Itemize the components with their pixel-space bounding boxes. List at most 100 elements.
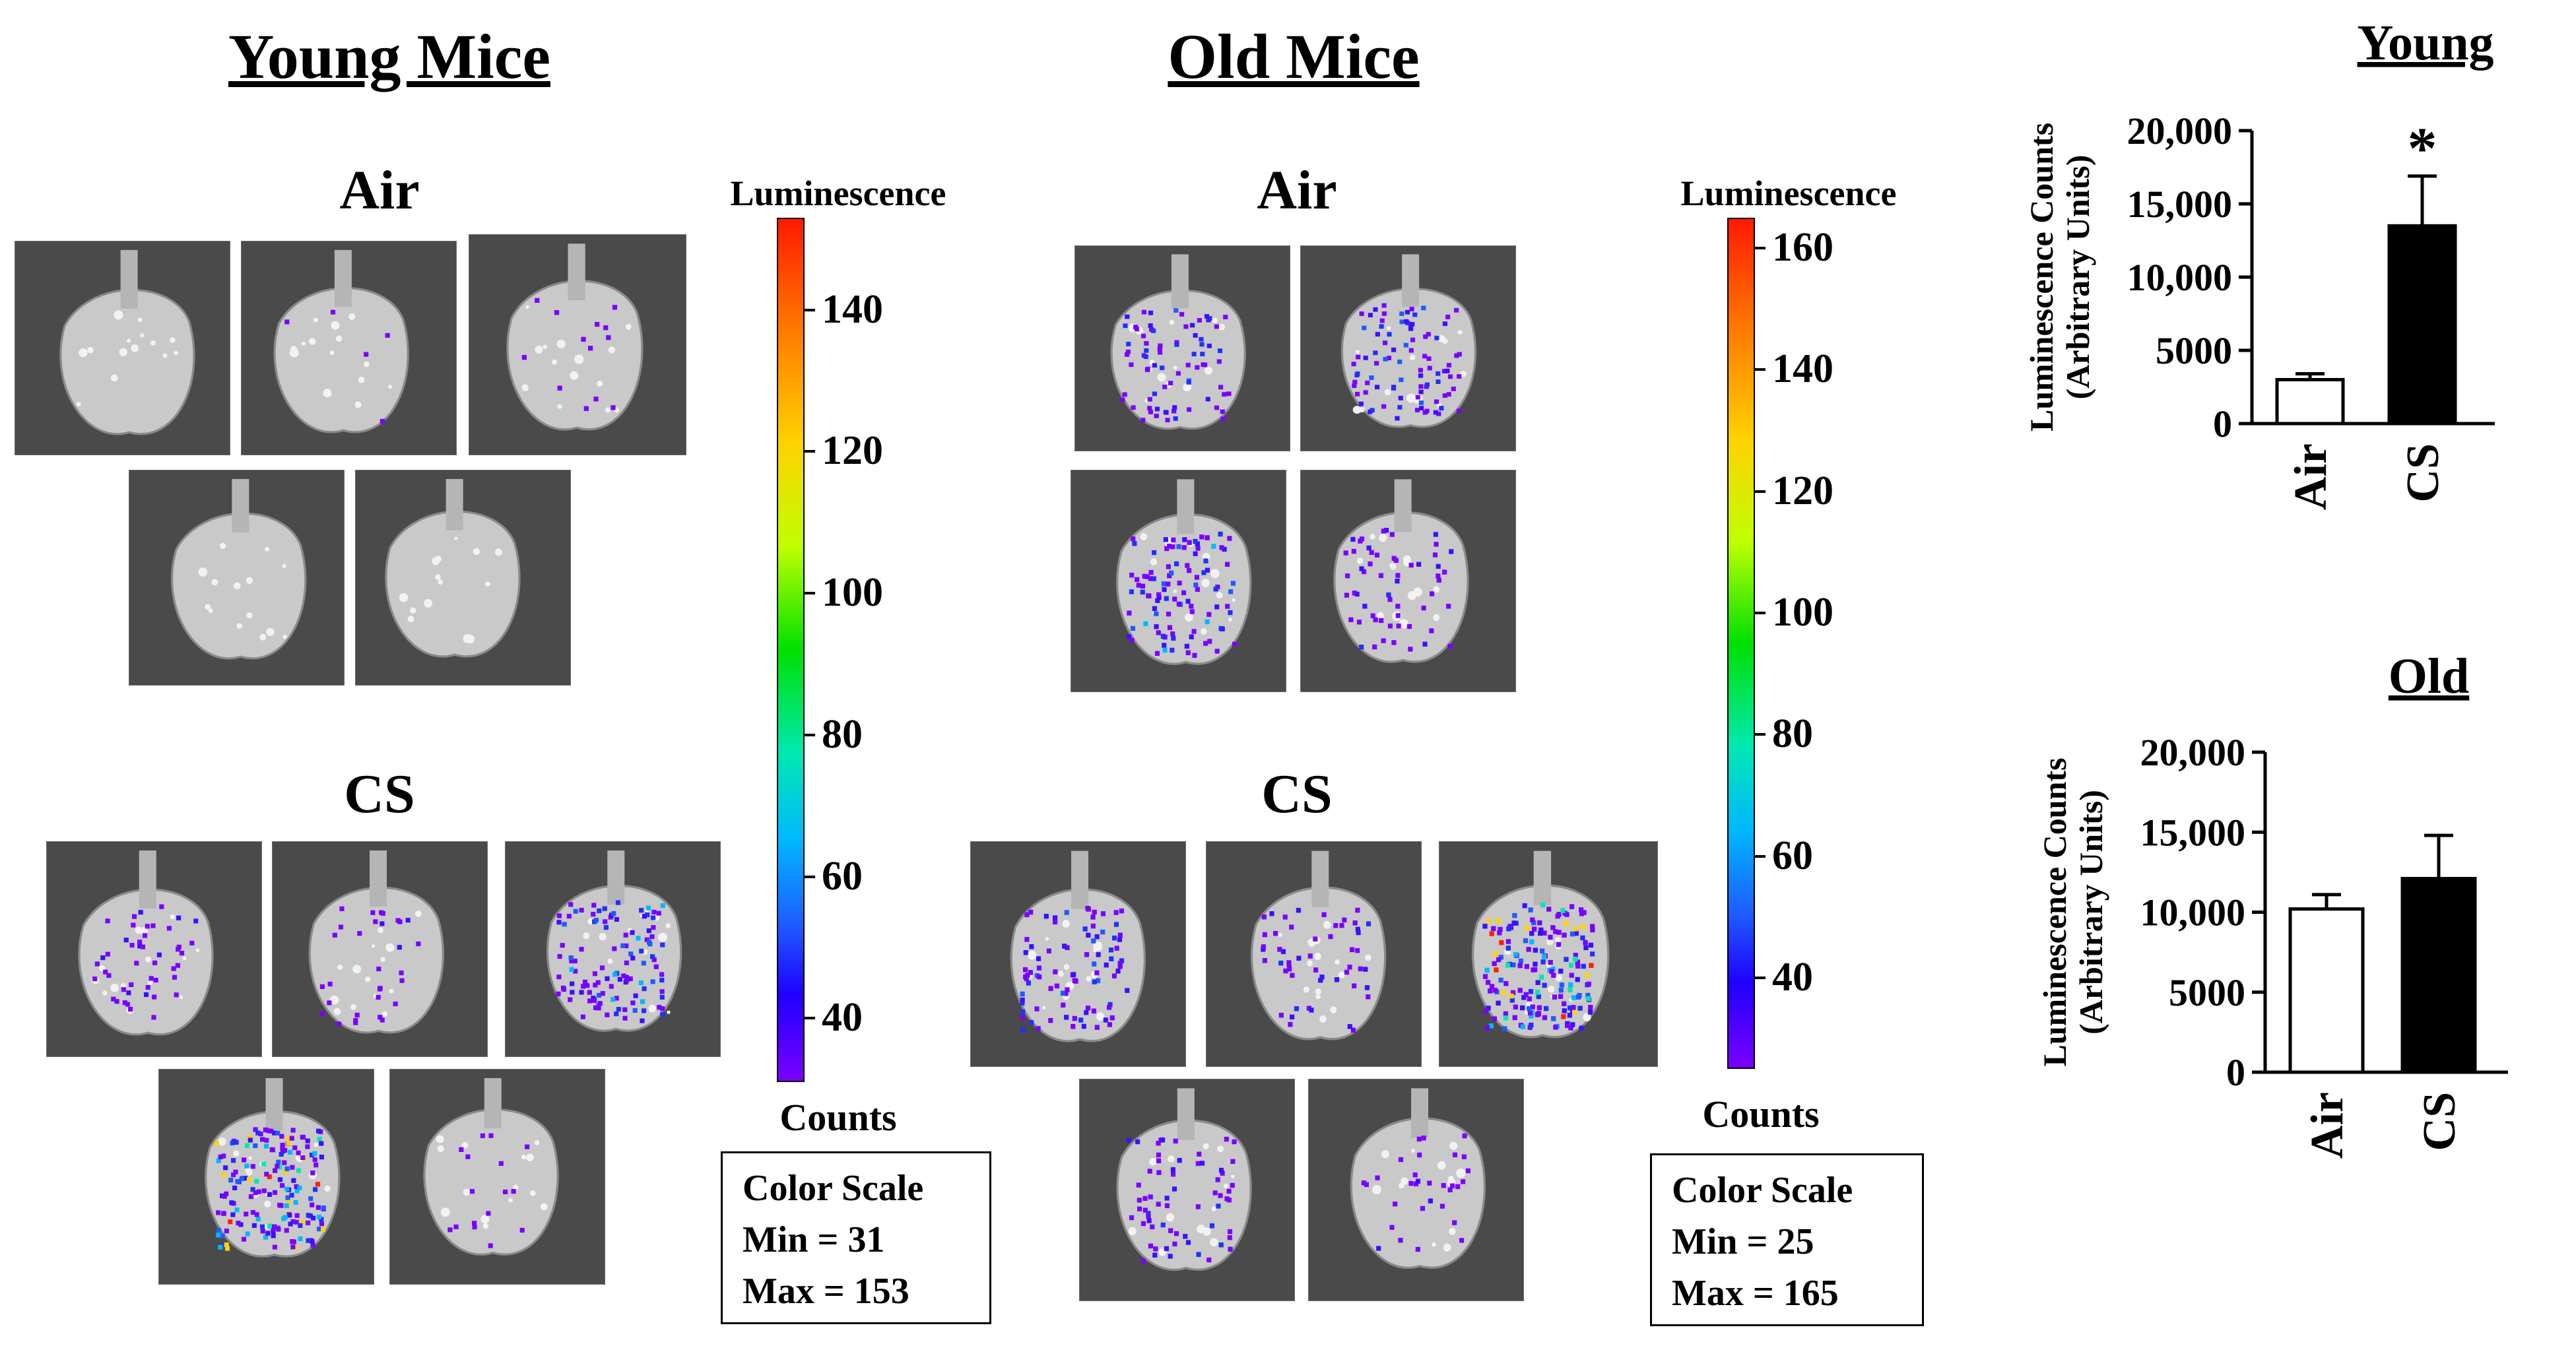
old-scale-unit: Counts	[1702, 1093, 1820, 1136]
scale-tick-mark	[1755, 611, 1766, 614]
scale-tick-mark	[1755, 490, 1766, 493]
lung-tissue-graphic	[205, 1078, 341, 1258]
significance-marker: *	[2408, 116, 2437, 181]
lung-tissue-graphic	[1010, 850, 1146, 1042]
scale-tick-mark	[805, 1017, 815, 1020]
chart-title: Old	[2389, 653, 2470, 704]
lung-image	[15, 241, 230, 455]
lung-image	[1300, 470, 1516, 692]
lung-tissue-graphic	[1471, 850, 1610, 1039]
scale-tick-label: 100	[1772, 589, 1833, 635]
scale-tick-mark	[805, 875, 815, 878]
y-tick-label: 5000	[2169, 971, 2245, 1014]
old-color-bar	[1727, 218, 1755, 1069]
lung-image	[272, 841, 488, 1057]
lung-tissue-graphic	[59, 249, 195, 435]
lung-image	[1074, 245, 1290, 451]
lung-image	[970, 841, 1186, 1067]
lung-image	[469, 234, 686, 455]
lung-image	[129, 470, 345, 686]
y-tick-label: 10,000	[2140, 891, 2246, 934]
scale-tick-label: 100	[822, 570, 883, 616]
y-tick-label: 5000	[2156, 329, 2232, 372]
lung-tissue-graphic	[1116, 1088, 1252, 1271]
lung-image	[389, 1069, 605, 1285]
scale-tick-label: 80	[822, 711, 863, 757]
scale-tick-mark	[805, 450, 815, 453]
scale-tick-mark	[1755, 733, 1766, 736]
lung-image	[1206, 841, 1422, 1067]
lung-tissue-graphic	[1110, 254, 1246, 430]
y-tick-label: 20,000	[2140, 731, 2246, 774]
scale-tick-label: 60	[1772, 833, 1813, 878]
scale-tick-mark	[1755, 854, 1766, 858]
bar-air	[2288, 907, 2365, 1074]
scale-tick-label: 160	[1772, 225, 1833, 271]
scale-tick-label: 120	[822, 428, 883, 474]
scale-tick-label: 120	[1772, 468, 1833, 513]
old-scale-title: Luminescence	[1680, 174, 1897, 213]
young-air-label: Air	[339, 160, 420, 221]
young-mice-title: Young Mice	[228, 21, 550, 92]
lung-tissue-graphic	[1350, 1088, 1486, 1269]
young-box-title: Color Scale	[743, 1168, 924, 1209]
young-box-max: Max = 153	[743, 1271, 909, 1312]
lung-tissue-graphic	[1340, 254, 1477, 428]
lung-tissue-graphic	[423, 1078, 559, 1256]
young-color-bar	[777, 218, 805, 1082]
lung-tissue-graphic	[273, 249, 409, 433]
lung-image	[355, 470, 571, 686]
lung-image	[1300, 245, 1516, 451]
lung-image	[1439, 841, 1658, 1067]
scale-tick-label: 80	[1772, 711, 1813, 757]
bar-cs	[2400, 877, 2477, 1074]
lung-tissue-graphic	[1115, 479, 1252, 665]
scale-tick-mark	[805, 733, 815, 736]
y-tick-label: 0	[2213, 402, 2232, 445]
old-mice-title: Old Mice	[1168, 21, 1420, 92]
y-axis-label: Luminescence Counts	[2023, 123, 2060, 432]
bar-cs	[2387, 224, 2457, 426]
y-tick-label: 0	[2226, 1051, 2245, 1094]
lung-tissue-graphic	[385, 479, 521, 658]
young-scale-unit: Counts	[779, 1096, 897, 1139]
old-box-min: Min = 25	[1672, 1221, 1814, 1262]
lung-tissue-graphic	[308, 850, 444, 1034]
scale-tick-mark	[805, 592, 815, 595]
old-cs-label: CS	[1261, 763, 1333, 825]
lung-tissue-graphic	[506, 243, 644, 431]
scale-tick-label: 40	[1772, 954, 1813, 1000]
x-tick-label: CS	[2398, 443, 2449, 502]
old-box-title: Color Scale	[1672, 1170, 1853, 1211]
old-color-scale-box: Color Scale Min = 25 Max = 165	[1650, 1153, 1924, 1326]
old-bar-chart: Old 0 5000 10,000 15,000 20,000 Luminescence C…	[2036, 653, 2508, 1159]
y-tick-label: 15,000	[2140, 811, 2246, 854]
young-scale-title: Luminescence	[730, 174, 946, 213]
scale-tick-label: 60	[822, 853, 863, 899]
y-tick-label: 10,000	[2127, 256, 2233, 299]
y-tick-label: 20,000	[2127, 110, 2233, 152]
scale-tick-mark	[1755, 976, 1766, 979]
young-bar-chart: Young 0 5000 10,000 15,000 20,000 Luminescence…	[2023, 15, 2495, 510]
lung-tissue-graphic	[1250, 850, 1387, 1041]
scale-tick-label: 140	[822, 286, 883, 332]
lung-image	[1308, 1079, 1524, 1301]
lung-tissue-graphic	[1333, 479, 1469, 663]
y-axis-label-units: (Arbitrary Units)	[2072, 790, 2109, 1035]
y-axis-label: Luminescence Counts	[2036, 757, 2073, 1066]
old-air-label: Air	[1257, 160, 1337, 221]
lung-tissue-graphic	[78, 850, 214, 1036]
lung-image	[1079, 1079, 1295, 1301]
y-tick-label: 15,000	[2127, 183, 2233, 226]
scale-tick-mark	[1755, 247, 1766, 250]
lung-tissue-graphic	[170, 479, 307, 660]
y-axis-label-units: (Arbitrary Units)	[2059, 155, 2096, 400]
scale-tick-mark	[805, 308, 815, 311]
lung-image	[1071, 470, 1286, 692]
young-box-min: Min = 31	[743, 1219, 885, 1260]
chart-title: Young	[2358, 15, 2494, 71]
lung-image	[46, 841, 262, 1057]
scale-tick-label: 140	[1772, 346, 1833, 392]
scale-tick-label: 40	[822, 995, 863, 1041]
old-box-max: Max = 165	[1672, 1273, 1839, 1314]
